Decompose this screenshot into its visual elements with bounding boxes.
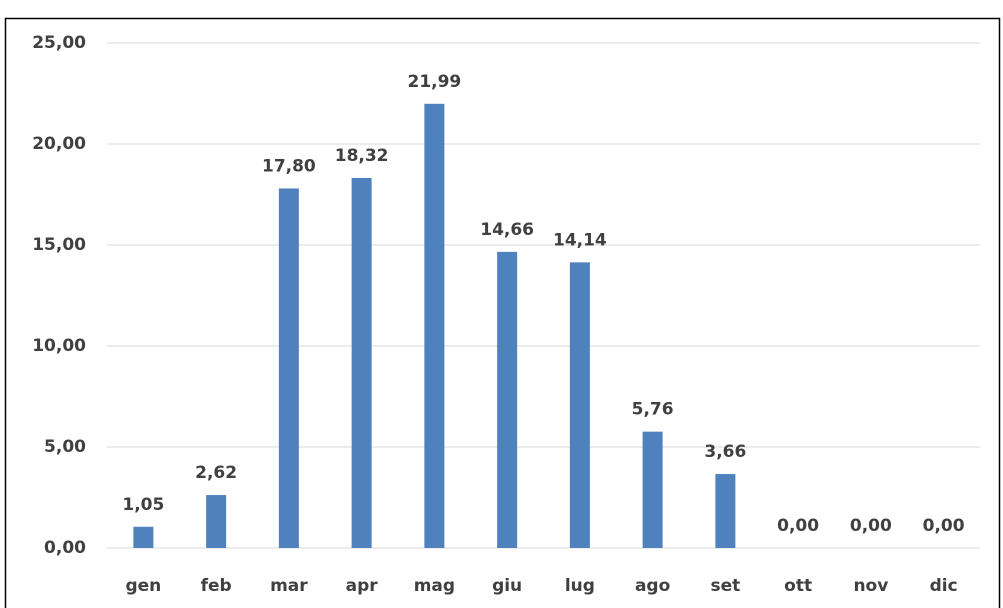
x-tick-label: giu (492, 576, 522, 596)
x-tick-label: apr (346, 576, 379, 596)
data-label: 0,00 (850, 516, 892, 536)
bar (351, 177, 372, 548)
data-label: 17,80 (262, 156, 316, 176)
bar (569, 262, 590, 548)
y-tick-label: 0,00 (44, 538, 86, 558)
bar (206, 495, 227, 548)
y-tick-label: 20,00 (32, 134, 86, 154)
x-tick-label: mar (270, 576, 308, 596)
x-tick-label: nov (853, 576, 888, 596)
x-tick-label: lug (565, 576, 595, 596)
bar (715, 474, 736, 548)
x-tick-label: mag (414, 576, 455, 596)
bar (133, 526, 154, 548)
data-label: 2,62 (195, 463, 237, 483)
data-label: 14,66 (480, 220, 534, 240)
bar (642, 431, 663, 548)
data-label: 3,66 (704, 442, 746, 462)
x-tick-label: dic (930, 576, 958, 596)
x-tick-label: set (710, 576, 740, 596)
bar (278, 188, 299, 548)
data-label: 5,76 (632, 400, 674, 420)
x-tick-label: ago (635, 576, 670, 596)
bar (497, 251, 518, 549)
y-tick-label: 25,00 (32, 33, 86, 53)
data-label: 21,99 (407, 72, 461, 92)
data-label: 14,14 (553, 230, 607, 250)
data-label: 0,00 (777, 516, 819, 536)
x-tick-label: ott (784, 576, 812, 596)
y-tick-label: 15,00 (32, 235, 86, 255)
x-tick-label: feb (201, 576, 232, 596)
y-tick-label: 5,00 (44, 437, 86, 457)
data-label: 0,00 (923, 516, 965, 536)
data-label: 18,32 (335, 146, 389, 166)
bar (424, 103, 445, 548)
x-tick-label: gen (125, 576, 161, 596)
data-label: 1,05 (122, 495, 164, 515)
y-tick-label: 10,00 (32, 336, 86, 356)
